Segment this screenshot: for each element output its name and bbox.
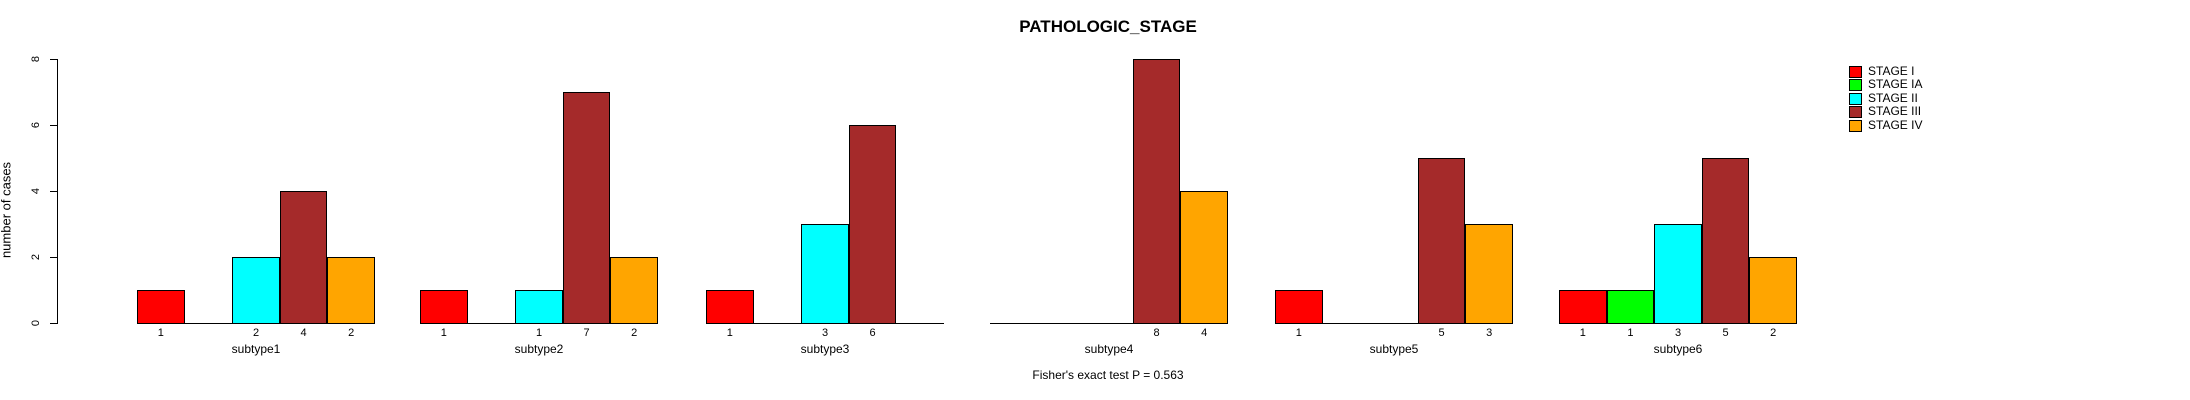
y-tick-label: 4 <box>30 187 42 195</box>
x-baseline <box>1275 323 1513 324</box>
bar-stage-iii-subtype5 <box>1417 158 1466 324</box>
bar-stage-iii-subtype3 <box>848 125 897 324</box>
x-baseline <box>990 323 1228 324</box>
category-label-subtype3: subtype3 <box>800 342 850 356</box>
y-tick <box>50 323 57 324</box>
bar-value-label: 1 <box>1579 327 1586 339</box>
bar-value-label: 3 <box>1486 327 1493 339</box>
y-tick <box>50 59 57 60</box>
legend-label: STAGE IV <box>1868 117 1923 132</box>
bar-stage-ia-subtype6 <box>1606 290 1655 324</box>
fisher-test-annotation: Fisher's exact test P = 0.563 <box>1032 368 1184 382</box>
legend-swatch-stage-iii <box>1849 106 1862 119</box>
bar-value-label: 1 <box>1295 327 1302 339</box>
bar-stage-iv-subtype2 <box>610 257 658 324</box>
bar-stage-iv-subtype4 <box>1180 191 1228 324</box>
y-tick <box>50 257 57 258</box>
bar-value-label: 2 <box>252 327 260 339</box>
y-axis-label: number of cases <box>0 161 14 259</box>
bar-value-label: 2 <box>631 327 638 339</box>
bar-stage-i-subtype2 <box>420 290 468 324</box>
bar-value-label: 3 <box>1674 327 1682 339</box>
bar-stage-iv-subtype6 <box>1749 257 1797 324</box>
legend-label: STAGE III <box>1868 104 1922 119</box>
bar-value-label: 6 <box>869 327 876 339</box>
bar-value-label: 2 <box>1770 327 1777 339</box>
bar-stage-i-subtype3 <box>706 290 754 324</box>
bar-stage-ii-subtype6 <box>1654 224 1702 324</box>
y-tick-label: 6 <box>30 121 42 129</box>
category-label-subtype2: subtype2 <box>514 342 564 356</box>
y-tick-label: 0 <box>30 319 42 327</box>
bar-stage-ii-subtype1 <box>232 257 280 324</box>
bar-value-label: 3 <box>821 327 829 339</box>
bar-value-label: 7 <box>583 327 590 339</box>
category-label-subtype4: subtype4 <box>1084 342 1134 356</box>
bar-value-label: 1 <box>440 327 447 339</box>
y-tick-label: 2 <box>30 253 42 261</box>
legend-label: STAGE IA <box>1868 77 1923 92</box>
bar-stage-i-subtype6 <box>1559 290 1607 324</box>
y-tick-label: 8 <box>30 55 42 63</box>
bar-value-label: 5 <box>1722 327 1729 339</box>
y-axis-line <box>57 59 58 324</box>
category-label-subtype1: subtype1 <box>231 342 281 356</box>
bar-value-label: 5 <box>1438 327 1445 339</box>
legend-swatch-stage-iv <box>1849 119 1862 132</box>
legend-swatch-stage-ii <box>1849 92 1862 105</box>
legend-swatch-stage-ia <box>1849 79 1862 92</box>
bar-stage-iii-subtype2 <box>562 92 611 324</box>
bar-stage-i-subtype5 <box>1275 290 1323 324</box>
legend-label: STAGE I <box>1868 64 1915 78</box>
bar-value-label: 4 <box>1201 327 1208 339</box>
bar-value-label: 1 <box>535 327 543 339</box>
bar-stage-ii-subtype2 <box>515 290 563 324</box>
bar-value-label: 2 <box>348 327 355 339</box>
category-label-subtype5: subtype5 <box>1369 342 1419 356</box>
bar-value-label: 1 <box>1627 327 1634 339</box>
bar-stage-i-subtype1 <box>137 290 185 324</box>
legend-label: STAGE II <box>1868 90 1918 105</box>
bar-stage-ii-subtype3 <box>801 224 849 324</box>
bar-stage-iii-subtype6 <box>1701 158 1750 324</box>
bar-stage-iv-subtype1 <box>327 257 375 324</box>
bar-stage-iii-subtype4 <box>1132 59 1181 324</box>
bar-value-label: 8 <box>1153 327 1160 339</box>
chart-title: PATHOLOGIC_STAGE <box>1019 17 1197 36</box>
bar-stage-iv-subtype5 <box>1465 224 1513 324</box>
bar-value-label: 1 <box>157 327 164 339</box>
bar-value-label: 1 <box>726 327 733 339</box>
legend-swatch-stage-i <box>1849 66 1862 78</box>
bar-value-label: 4 <box>300 327 307 339</box>
y-tick <box>50 125 57 126</box>
bar-stage-iii-subtype1 <box>279 191 328 324</box>
category-label-subtype6: subtype6 <box>1653 342 1703 356</box>
y-tick <box>50 191 57 192</box>
